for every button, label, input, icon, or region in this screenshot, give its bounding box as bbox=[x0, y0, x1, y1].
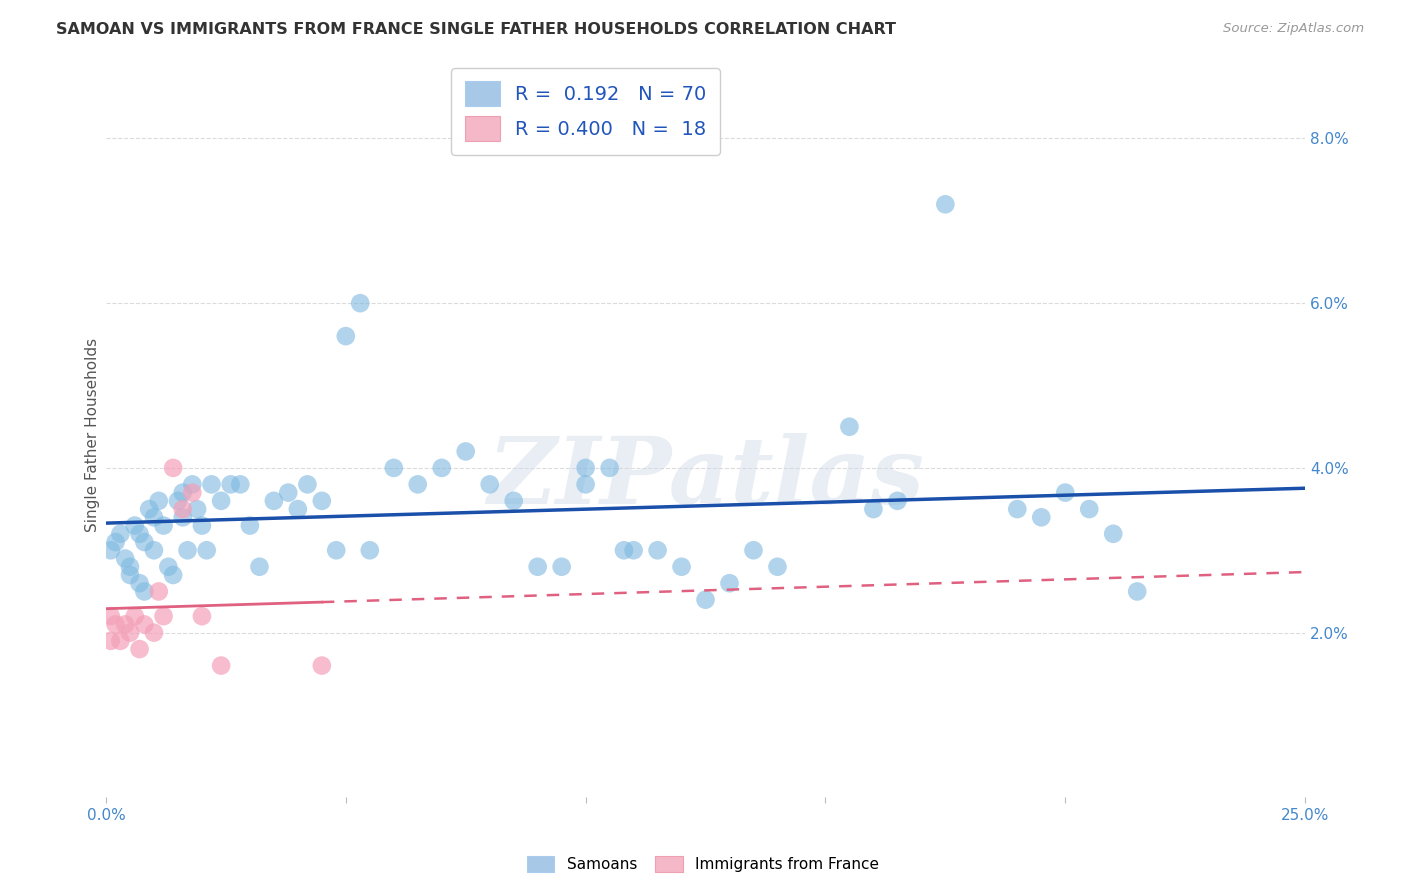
Point bbox=[277, 485, 299, 500]
Point bbox=[623, 543, 645, 558]
Point bbox=[172, 502, 194, 516]
Text: ZIPatlas: ZIPatlas bbox=[486, 434, 924, 524]
Point bbox=[1078, 502, 1101, 516]
Point bbox=[359, 543, 381, 558]
Point bbox=[613, 543, 636, 558]
Point bbox=[766, 559, 789, 574]
Point bbox=[209, 493, 232, 508]
Point bbox=[219, 477, 242, 491]
Point bbox=[886, 493, 908, 508]
Point bbox=[695, 592, 717, 607]
Point bbox=[647, 543, 669, 558]
Point bbox=[382, 461, 405, 475]
Point bbox=[550, 559, 572, 574]
Point bbox=[599, 461, 621, 475]
Point bbox=[181, 477, 204, 491]
Point bbox=[172, 510, 194, 524]
Point bbox=[575, 461, 598, 475]
Point bbox=[118, 625, 141, 640]
Point bbox=[430, 461, 453, 475]
Point bbox=[124, 518, 146, 533]
Point bbox=[1126, 584, 1149, 599]
Legend: R =  0.192   N = 70, R = 0.400   N =  18: R = 0.192 N = 70, R = 0.400 N = 18 bbox=[451, 68, 720, 154]
Point bbox=[181, 485, 204, 500]
Point bbox=[100, 543, 122, 558]
Point bbox=[134, 617, 156, 632]
Point bbox=[128, 526, 150, 541]
Point bbox=[742, 543, 765, 558]
Point bbox=[148, 584, 170, 599]
Point bbox=[287, 502, 309, 516]
Point bbox=[118, 559, 141, 574]
Point bbox=[118, 568, 141, 582]
Point bbox=[311, 658, 333, 673]
Point bbox=[406, 477, 429, 491]
Point bbox=[1102, 526, 1125, 541]
Point bbox=[297, 477, 319, 491]
Point bbox=[124, 609, 146, 624]
Point bbox=[152, 518, 174, 533]
Point bbox=[157, 559, 180, 574]
Point bbox=[172, 485, 194, 500]
Point bbox=[100, 609, 122, 624]
Point bbox=[575, 477, 598, 491]
Point bbox=[200, 477, 222, 491]
Point bbox=[143, 510, 166, 524]
Point bbox=[128, 642, 150, 657]
Point bbox=[478, 477, 501, 491]
Point bbox=[110, 633, 132, 648]
Point bbox=[249, 559, 271, 574]
Legend: Samoans, Immigrants from France: Samoans, Immigrants from France bbox=[519, 848, 887, 880]
Point bbox=[191, 609, 214, 624]
Point bbox=[134, 535, 156, 549]
Text: Source: ZipAtlas.com: Source: ZipAtlas.com bbox=[1223, 22, 1364, 36]
Point bbox=[671, 559, 693, 574]
Point bbox=[229, 477, 252, 491]
Point bbox=[152, 609, 174, 624]
Point bbox=[134, 584, 156, 599]
Point bbox=[104, 535, 127, 549]
Point bbox=[502, 493, 524, 508]
Point bbox=[263, 493, 285, 508]
Point bbox=[104, 617, 127, 632]
Point bbox=[176, 543, 198, 558]
Point bbox=[454, 444, 477, 458]
Point bbox=[934, 197, 956, 211]
Point bbox=[239, 518, 262, 533]
Point bbox=[162, 568, 184, 582]
Point bbox=[195, 543, 218, 558]
Point bbox=[110, 526, 132, 541]
Point bbox=[167, 493, 190, 508]
Point bbox=[100, 633, 122, 648]
Point bbox=[162, 461, 184, 475]
Point bbox=[186, 502, 208, 516]
Point bbox=[1054, 485, 1077, 500]
Point bbox=[349, 296, 371, 310]
Point bbox=[191, 518, 214, 533]
Point bbox=[143, 543, 166, 558]
Point bbox=[838, 419, 860, 434]
Point bbox=[114, 551, 136, 566]
Point bbox=[128, 576, 150, 591]
Point bbox=[1007, 502, 1029, 516]
Point bbox=[718, 576, 741, 591]
Point bbox=[143, 625, 166, 640]
Point bbox=[325, 543, 347, 558]
Point bbox=[138, 502, 160, 516]
Text: SAMOAN VS IMMIGRANTS FROM FRANCE SINGLE FATHER HOUSEHOLDS CORRELATION CHART: SAMOAN VS IMMIGRANTS FROM FRANCE SINGLE … bbox=[56, 22, 896, 37]
Y-axis label: Single Father Households: Single Father Households bbox=[86, 338, 100, 532]
Point bbox=[335, 329, 357, 343]
Point bbox=[311, 493, 333, 508]
Point bbox=[1031, 510, 1053, 524]
Point bbox=[209, 658, 232, 673]
Point bbox=[114, 617, 136, 632]
Point bbox=[526, 559, 548, 574]
Point bbox=[148, 493, 170, 508]
Point bbox=[862, 502, 884, 516]
